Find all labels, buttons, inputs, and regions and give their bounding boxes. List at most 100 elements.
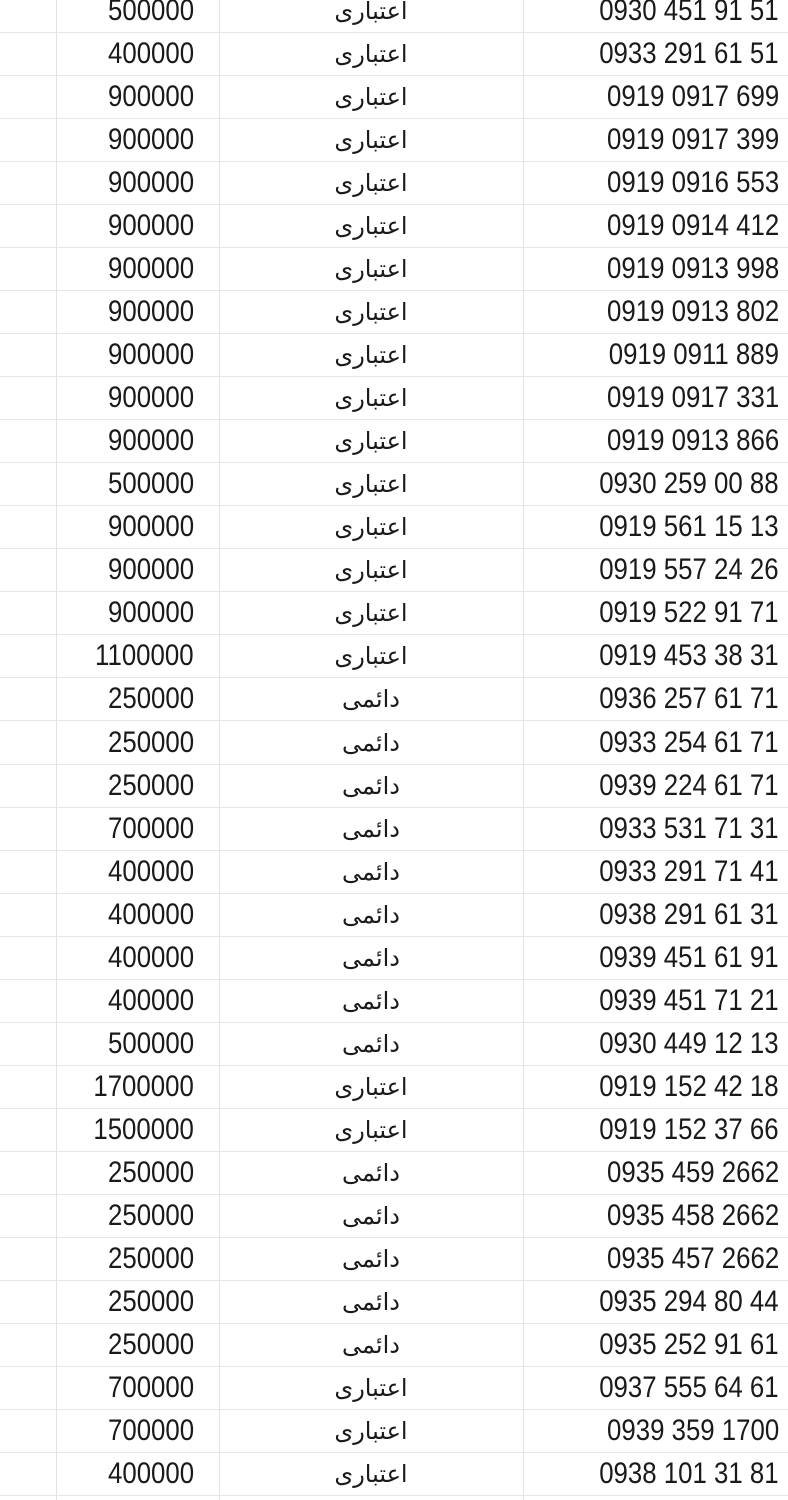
price-cell[interactable]: 900000	[56, 377, 194, 419]
phone-cell[interactable]: 0933 531 71 31	[523, 808, 779, 850]
phone-cell[interactable]: 0919 0913 998	[523, 248, 779, 290]
price-cell[interactable]: 700000	[56, 808, 194, 850]
phone-cell[interactable]: 0939 224 61 71	[523, 765, 779, 807]
phone-cell[interactable]: 0919 522 91 71	[523, 592, 779, 634]
price-cell[interactable]: 400000	[56, 937, 194, 979]
type-cell[interactable]: اعتباری	[219, 0, 523, 32]
type-cell[interactable]: اعتباری	[219, 33, 523, 75]
price-cell[interactable]: 1100000	[56, 635, 194, 677]
price-cell[interactable]: 250000	[56, 1152, 194, 1194]
type-cell[interactable]: اعتباری	[219, 592, 523, 634]
price-cell[interactable]: 900000	[56, 592, 194, 634]
price-cell[interactable]: 500000	[56, 463, 194, 505]
type-cell[interactable]: دائمی	[219, 1281, 523, 1323]
phone-cell[interactable]: 0938 291 61 31	[523, 894, 779, 936]
type-cell[interactable]: دائمی	[219, 678, 523, 720]
price-cell[interactable]: 250000	[56, 1324, 194, 1366]
type-cell[interactable]: دائمی	[219, 1324, 523, 1366]
phone-cell[interactable]: 0930 451 91 51	[523, 0, 779, 32]
type-cell[interactable]: دائمی	[219, 1152, 523, 1194]
type-cell[interactable]: اعتباری	[219, 205, 523, 247]
phone-cell[interactable]: 0933 291 71 41	[523, 851, 779, 893]
phone-cell[interactable]: 0919 453 38 31	[523, 635, 779, 677]
phone-cell[interactable]: 0935 458 2662	[523, 1195, 779, 1237]
phone-cell[interactable]: 0938 101 31 81	[523, 1453, 779, 1495]
phone-cell[interactable]: 0935 457 2662	[523, 1238, 779, 1280]
type-cell[interactable]: اعتباری	[219, 1066, 523, 1108]
phone-cell[interactable]: 0935 294 80 44	[523, 1281, 779, 1323]
price-cell[interactable]: 700000	[56, 1367, 194, 1409]
price-cell[interactable]: 1700000	[56, 1066, 194, 1108]
price-cell[interactable]: 900000	[56, 506, 194, 548]
phone-cell[interactable]: 0935 459 2662	[523, 1152, 779, 1194]
phone-cell[interactable]: 0933 291 61 51	[523, 33, 779, 75]
type-cell[interactable]: دائمی	[219, 765, 523, 807]
price-cell[interactable]: 900000	[56, 334, 194, 376]
phone-cell[interactable]: 0930 449 12 13	[523, 1023, 779, 1065]
price-cell[interactable]: 400000	[56, 33, 194, 75]
price-cell[interactable]: 900000	[56, 205, 194, 247]
type-cell[interactable]: دائمی	[219, 937, 523, 979]
phone-cell[interactable]: 0919 0914 412	[523, 205, 779, 247]
type-cell[interactable]: دائمی	[219, 980, 523, 1022]
price-cell[interactable]: 900000	[56, 420, 194, 462]
phone-cell[interactable]: 0919 0913 866	[523, 420, 779, 462]
price-cell[interactable]: 900000	[56, 119, 194, 161]
price-cell[interactable]: 250000	[56, 678, 194, 720]
type-cell[interactable]: دائمی	[219, 1238, 523, 1280]
price-cell[interactable]: 250000	[56, 1195, 194, 1237]
phone-cell[interactable]: 0919 152 42 18	[523, 1066, 779, 1108]
type-cell[interactable]: دائمی	[219, 722, 523, 764]
phone-cell[interactable]: 0939 451 61 91	[523, 937, 779, 979]
type-cell[interactable]: اعتباری	[219, 1367, 523, 1409]
price-cell[interactable]: 900000	[56, 162, 194, 204]
type-cell[interactable]: اعتباری	[219, 1410, 523, 1452]
price-cell[interactable]: 500000	[56, 1023, 194, 1065]
type-cell[interactable]: اعتباری	[219, 334, 523, 376]
price-cell[interactable]: 900000	[56, 76, 194, 118]
price-cell[interactable]: 900000	[56, 549, 194, 591]
price-cell[interactable]: 250000	[56, 1281, 194, 1323]
price-cell[interactable]: 400000	[56, 980, 194, 1022]
price-cell[interactable]: 250000	[56, 765, 194, 807]
price-cell[interactable]: 400000	[56, 851, 194, 893]
phone-cell[interactable]: 0919 557 24 26	[523, 549, 779, 591]
price-cell[interactable]: 250000	[56, 1238, 194, 1280]
type-cell[interactable]: اعتباری	[219, 76, 523, 118]
phone-cell[interactable]: 0919 561 15 13	[523, 506, 779, 548]
phone-cell[interactable]: 0935 252 91 61	[523, 1324, 779, 1366]
price-cell[interactable]: 400000	[56, 1453, 194, 1495]
type-cell[interactable]: اعتباری	[219, 119, 523, 161]
price-cell[interactable]: 900000	[56, 291, 194, 333]
type-cell[interactable]: اعتباری	[219, 635, 523, 677]
type-cell[interactable]: اعتباری	[219, 420, 523, 462]
price-cell[interactable]: 250000	[56, 722, 194, 764]
price-cell[interactable]: 1500000	[56, 1109, 194, 1151]
phone-cell[interactable]: 0936 257 61 71	[523, 678, 779, 720]
type-cell[interactable]: دائمی	[219, 894, 523, 936]
type-cell[interactable]: اعتباری	[219, 463, 523, 505]
phone-cell[interactable]: 0939 359 1700	[523, 1410, 779, 1452]
phone-cell[interactable]: 0919 0916 553	[523, 162, 779, 204]
type-cell[interactable]: اعتباری	[219, 377, 523, 419]
phone-cell[interactable]: 0919 0911 889	[523, 334, 779, 376]
type-cell[interactable]: دائمی	[219, 1023, 523, 1065]
phone-cell[interactable]: 0937 555 64 61	[523, 1367, 779, 1409]
type-cell[interactable]: اعتباری	[219, 248, 523, 290]
phone-cell[interactable]: 0919 152 37 66	[523, 1109, 779, 1151]
phone-cell[interactable]: 0933 254 61 71	[523, 722, 779, 764]
price-cell[interactable]: 700000	[56, 1410, 194, 1452]
phone-cell[interactable]: 0919 0917 331	[523, 377, 779, 419]
phone-cell[interactable]: 0919 0917 399	[523, 119, 779, 161]
phone-cell[interactable]: 0919 0917 699	[523, 76, 779, 118]
phone-cell[interactable]: 0930 259 00 88	[523, 463, 779, 505]
type-cell[interactable]: اعتباری	[219, 1453, 523, 1495]
phone-cell[interactable]: 0939 451 71 21	[523, 980, 779, 1022]
type-cell[interactable]: دائمی	[219, 1195, 523, 1237]
type-cell[interactable]: اعتباری	[219, 291, 523, 333]
type-cell[interactable]: اعتباری	[219, 506, 523, 548]
price-cell[interactable]: 400000	[56, 894, 194, 936]
type-cell[interactable]: دائمی	[219, 808, 523, 850]
phone-cell[interactable]: 0919 0913 802	[523, 291, 779, 333]
type-cell[interactable]: اعتباری	[219, 1109, 523, 1151]
